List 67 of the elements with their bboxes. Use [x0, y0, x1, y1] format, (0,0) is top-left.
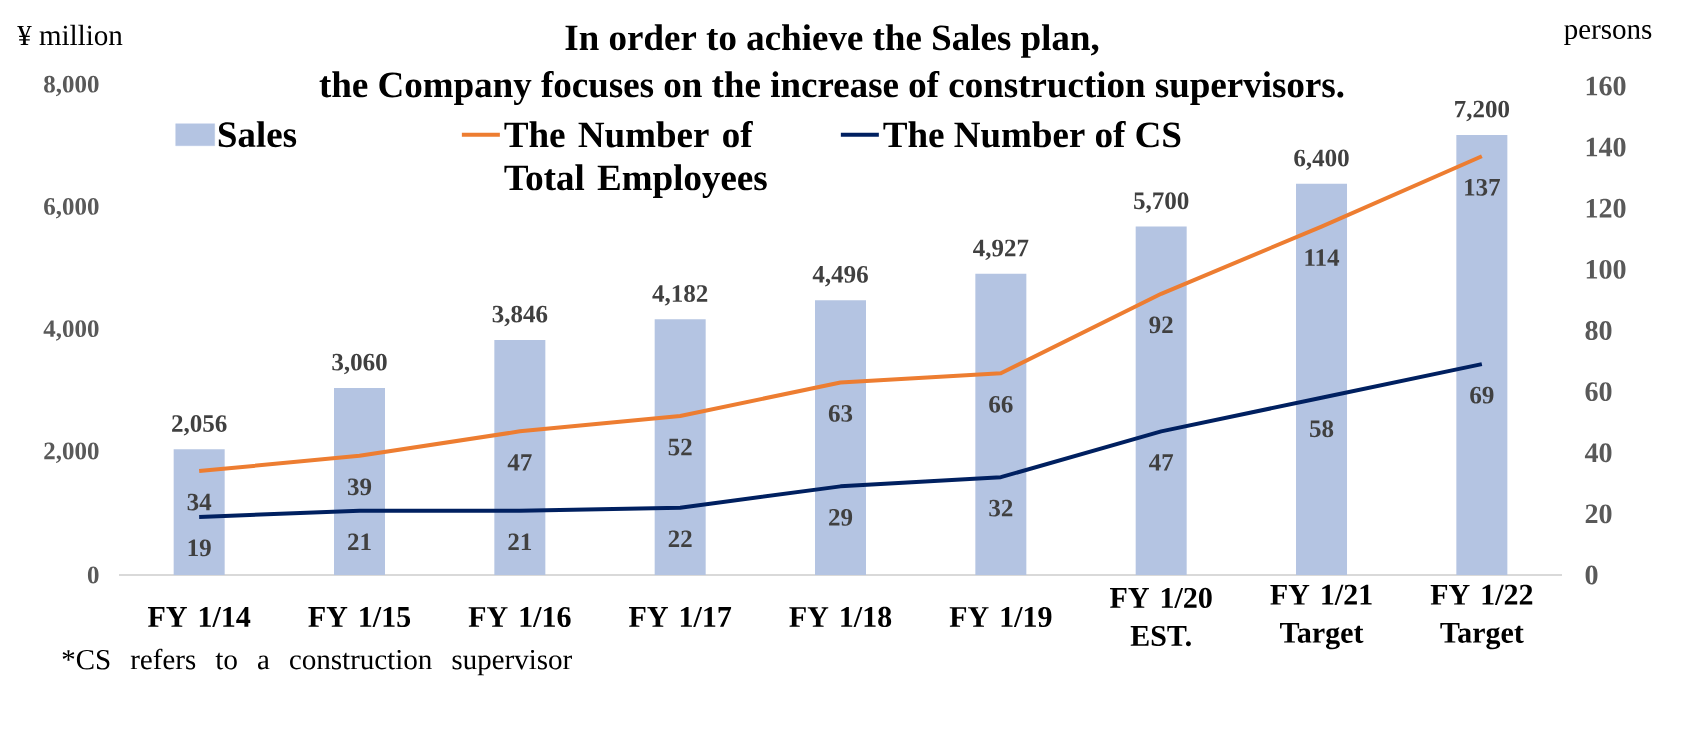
data-label: 47	[507, 454, 532, 471]
data-label: 29	[829, 508, 853, 526]
legend-label: Sales	[218, 121, 297, 148]
y-tick-label: 0	[87, 566, 99, 584]
bar	[654, 319, 706, 575]
x-tick-label: FY 1/14	[148, 606, 251, 628]
data-label: 4,927	[973, 239, 1029, 261]
y-tick-label: 4,000	[43, 320, 99, 341]
y-tick-label: 8,000	[44, 75, 99, 97]
x-tick-label: FY 1/19	[949, 606, 1052, 628]
bar	[173, 449, 225, 575]
y2-tick-label: 80	[1585, 321, 1612, 340]
data-label: 39	[347, 478, 372, 496]
data-label: 58	[1310, 420, 1334, 438]
y2-tick-label: 140	[1586, 137, 1626, 157]
bar	[1296, 183, 1348, 575]
data-label: 47	[1149, 454, 1174, 471]
y-axis-title: ¥ million	[17, 24, 123, 46]
data-label: 137	[1465, 178, 1500, 196]
y-tick-label: 2,000	[44, 442, 99, 463]
x-tick-label: FY 1/22 Target	[1430, 584, 1533, 650]
x-tick-label: FY 1/15	[308, 606, 411, 628]
y2-tick-label: 0	[1585, 565, 1598, 585]
y2-axis-title: persons	[1564, 25, 1652, 45]
text: *CS refers to a construction supervisor	[62, 648, 572, 676]
x-tick-label: FY 1/21 Target	[1270, 584, 1372, 650]
data-label: 4,496	[812, 265, 868, 287]
y2-tick-label: 60	[1585, 382, 1612, 402]
data-label: 52	[668, 438, 692, 456]
data-label: 6,400	[1294, 149, 1349, 171]
data-label: 19	[188, 539, 211, 557]
y2-tick-label: 100	[1586, 259, 1626, 279]
chart-title: In order to achieve the Sales plan,	[565, 24, 1099, 58]
legend-label: The Number of Total Employees	[504, 120, 767, 198]
data-label: 3,060	[332, 353, 387, 375]
x-tick-label: FY 1/16	[468, 606, 571, 628]
data-label: 5,700	[1134, 192, 1189, 213]
data-label: 4,182	[652, 285, 708, 306]
y2-tick-label: 20	[1585, 504, 1612, 524]
y2-tick-label: 160	[1586, 76, 1626, 96]
data-label: 92	[1149, 316, 1173, 334]
data-label: 69	[1470, 386, 1494, 404]
data-label: 34	[187, 493, 212, 511]
bar	[494, 339, 546, 575]
data-label: 22	[668, 530, 692, 548]
y2-tick-label: 120	[1586, 198, 1626, 218]
bar	[334, 387, 385, 575]
bar	[975, 273, 1027, 575]
legend-label: The Number of CS	[883, 120, 1181, 148]
data-label: 21	[348, 533, 371, 551]
chart-subtitle: the Company focuses on the increase of construction supervisors.	[319, 70, 1344, 106]
y2-tick-label: 40	[1584, 443, 1612, 463]
x-tick-label: FY 1/18	[789, 606, 892, 628]
data-label: 21	[508, 533, 532, 551]
data-label: 63	[828, 405, 853, 422]
data-label: 66	[989, 395, 1013, 413]
x-tick-label: FY 1/17	[629, 606, 732, 628]
bar	[815, 300, 867, 575]
data-label: 7,200	[1455, 100, 1510, 122]
bar	[1456, 134, 1508, 575]
y-tick-label: 6,000	[44, 198, 99, 219]
data-label: 114	[1305, 249, 1340, 266]
bar	[1135, 226, 1187, 575]
x-tick-label: FY 1/20 EST.	[1110, 587, 1212, 647]
data-label: 3,846	[492, 305, 548, 327]
data-label: 32	[989, 499, 1013, 517]
data-label: 2,056	[172, 415, 227, 436]
